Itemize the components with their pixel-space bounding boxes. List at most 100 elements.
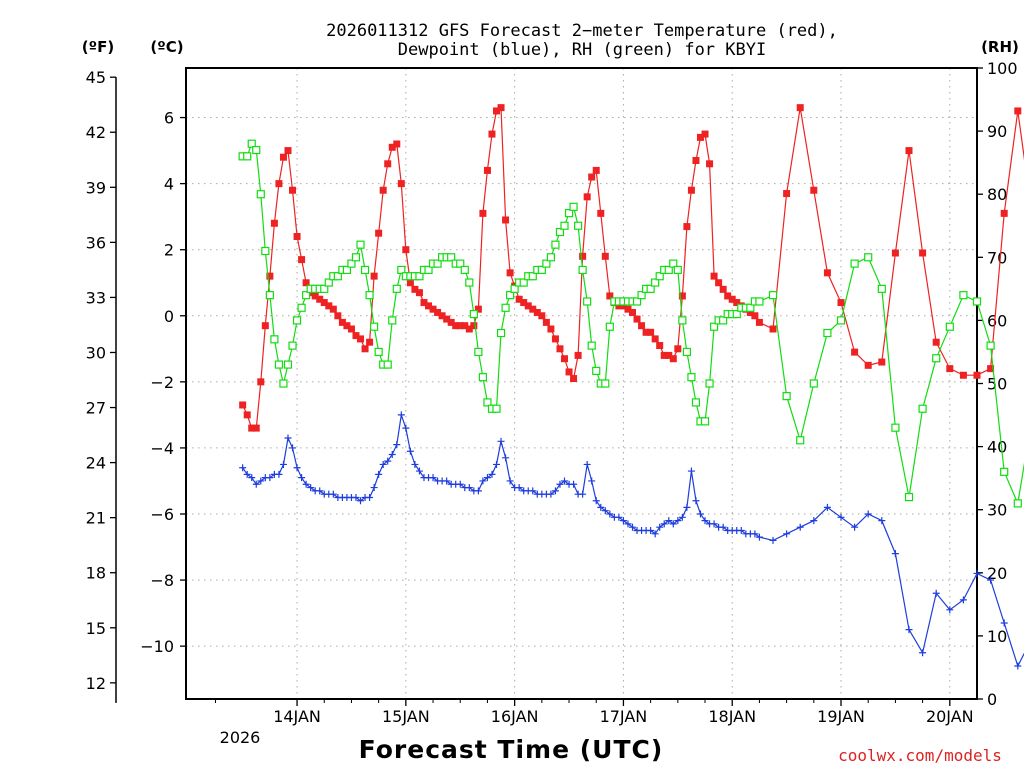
rh-point: [324, 278, 333, 287]
temperature-point: [325, 302, 333, 310]
rh-point: [302, 291, 311, 300]
temperature-point: [755, 318, 763, 326]
rh-point: [746, 303, 755, 312]
temperature-point: [864, 361, 872, 369]
dewpoint-point: [592, 497, 600, 505]
dewpoint-point: [624, 520, 632, 528]
f-tick-label: 21: [86, 509, 106, 528]
temperature-point: [411, 285, 419, 293]
dewpoint-point: [687, 467, 695, 475]
dewpoint-point: [973, 569, 981, 577]
rh-point: [374, 347, 383, 357]
temperature-point: [628, 308, 636, 316]
rh-point: [478, 373, 488, 382]
rh-point: [501, 303, 510, 312]
rh-point: [483, 398, 492, 407]
temperature-line: [242, 106, 1024, 429]
rh-tick-label: 90: [987, 122, 1007, 141]
dewpoint-point: [751, 530, 759, 538]
dewpoint-point: [561, 477, 569, 485]
rh-tick-label: 70: [987, 248, 1007, 267]
temperature-point: [565, 368, 573, 376]
dewpoint-point: [397, 411, 405, 419]
temperature-point: [248, 424, 256, 432]
f-tick-label: 36: [86, 233, 106, 252]
rh-point: [460, 265, 469, 275]
dewpoint-point: [352, 493, 360, 501]
rh-point: [392, 284, 401, 293]
chart-title: 2026011312 GFS Forecast 2−meter Temperat…: [326, 21, 838, 41]
rh-point: [356, 240, 365, 249]
temperature-point: [669, 355, 677, 363]
rh-tick-label: 100: [987, 59, 1018, 78]
f-tick-label: 45: [86, 68, 106, 87]
dewpoint-point: [701, 517, 709, 525]
temperature-point: [402, 246, 410, 254]
temperature-point: [257, 378, 265, 386]
dewpoint-point: [411, 460, 419, 468]
temperature-point: [696, 133, 704, 141]
dewpoint-point: [502, 454, 510, 462]
temperature-point: [311, 292, 319, 300]
rh-point: [836, 316, 846, 325]
temperature-point: [302, 279, 310, 287]
dewpoint-point: [783, 530, 791, 538]
dewpoint-point: [905, 626, 913, 634]
rh-point: [918, 404, 927, 413]
c-tick-label: −6: [150, 505, 174, 524]
rh-point: [972, 297, 982, 306]
rh-point: [732, 309, 741, 319]
dewpoint-point: [719, 523, 727, 531]
dewpoint-point: [1000, 619, 1008, 627]
temperature-point: [851, 348, 859, 356]
year-label: 2026: [220, 728, 261, 747]
temperature-point: [379, 186, 387, 194]
dewpoint-point: [529, 487, 537, 495]
temperature-point: [270, 219, 278, 227]
rh-point: [1000, 467, 1009, 476]
data-series: [238, 104, 1024, 670]
dewpoint-point: [615, 513, 623, 521]
dewpoint-point: [379, 460, 387, 468]
temperature-point: [384, 160, 392, 168]
dewpoint-point: [384, 457, 392, 465]
axes-frame: [115, 67, 978, 703]
f-tick-label: 18: [86, 564, 106, 583]
rh-point: [986, 341, 995, 350]
c-tick-label: −4: [150, 439, 174, 458]
temperature-point: [973, 371, 981, 379]
temperature-point: [905, 147, 913, 155]
rh-point: [705, 379, 714, 388]
temperature-point: [651, 335, 659, 343]
dewpoint-point: [1014, 662, 1022, 670]
temperature-point: [837, 299, 845, 307]
rh-point: [247, 139, 256, 148]
rh-point: [546, 253, 556, 262]
dewpoint-point: [279, 460, 287, 468]
temperature-point: [547, 325, 555, 333]
dewpoint-point: [755, 533, 763, 541]
temperature-point: [946, 365, 954, 373]
temperature-point: [429, 305, 437, 313]
dewpoint-point: [837, 513, 845, 521]
rh-point: [782, 392, 791, 401]
temperature-point: [538, 312, 546, 320]
dewpoint-point: [692, 497, 700, 505]
temperature-point: [660, 351, 668, 359]
rh-point: [447, 253, 456, 262]
rh-point: [492, 404, 501, 413]
rh-point: [320, 284, 329, 293]
temperature-point: [461, 322, 469, 330]
temperature-point: [624, 305, 632, 313]
dewpoint-point: [298, 474, 306, 482]
temperature-point: [524, 302, 532, 310]
temperature-point: [352, 332, 360, 340]
temperature-point: [692, 157, 700, 165]
rh-point: [637, 291, 646, 300]
rh-point: [945, 322, 954, 331]
dewpoint-point: [683, 503, 691, 511]
dewpoint-point: [493, 460, 501, 468]
dewpoint-point: [474, 487, 482, 495]
temperature-point: [683, 223, 691, 231]
temperature-point: [298, 256, 306, 264]
